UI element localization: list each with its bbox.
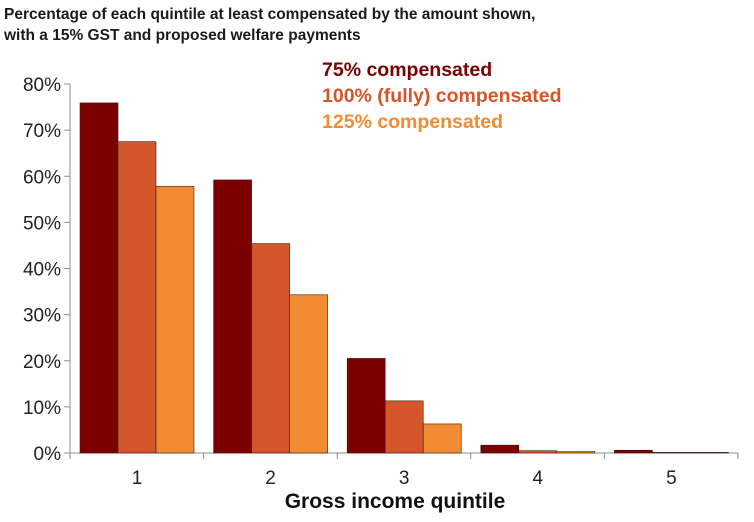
bar <box>422 423 462 454</box>
tick-labels: 0% 10% 20% 30% 40% 50% 60% 70% 80% 1 2 3 4 5 <box>23 75 677 489</box>
y-tick-label: 40% <box>23 260 61 281</box>
chart-title: Percentage of each quintile at least com… <box>4 4 744 46</box>
y-tick-label: 30% <box>23 306 61 327</box>
x-tick-label: 5 <box>666 468 677 489</box>
y-tick-label: 20% <box>23 352 61 373</box>
title-line-2: with a 15% GST and proposed welfare paym… <box>4 27 361 44</box>
y-tick-label: 50% <box>23 213 61 234</box>
title-line-1: Percentage of each quintile at least com… <box>4 6 536 23</box>
bar <box>289 294 328 454</box>
legend: 75% compensated 100% (fully) compensated… <box>322 57 561 135</box>
y-tick-label: 70% <box>23 121 61 142</box>
bar <box>652 452 691 454</box>
bar <box>518 450 558 454</box>
bar <box>690 452 729 454</box>
x-tick-label: 2 <box>265 468 276 489</box>
bar <box>79 102 119 454</box>
y-tick-label: 60% <box>23 167 61 188</box>
legend-entry-125: 125% compensated <box>322 111 503 133</box>
bar <box>213 179 252 454</box>
x-tick-label: 4 <box>533 468 544 489</box>
x-tick-label: 1 <box>132 468 143 489</box>
x-tick-label: 3 <box>399 468 410 489</box>
bar <box>384 400 424 454</box>
bar <box>117 141 157 454</box>
y-tick-label: 80% <box>23 75 61 96</box>
y-tick-label: 10% <box>23 398 61 419</box>
bar <box>155 186 195 454</box>
legend-entry-100: 100% (fully) compensated <box>322 85 562 107</box>
bar <box>480 444 520 454</box>
bar <box>556 451 596 454</box>
x-axis-label: Gross income quintile <box>284 490 506 513</box>
bars <box>79 102 729 454</box>
legend-entry-75: 75% compensated <box>322 59 493 81</box>
bar <box>614 449 653 454</box>
bar <box>346 358 386 454</box>
bar <box>251 243 290 454</box>
y-tick-label: 0% <box>34 444 62 465</box>
